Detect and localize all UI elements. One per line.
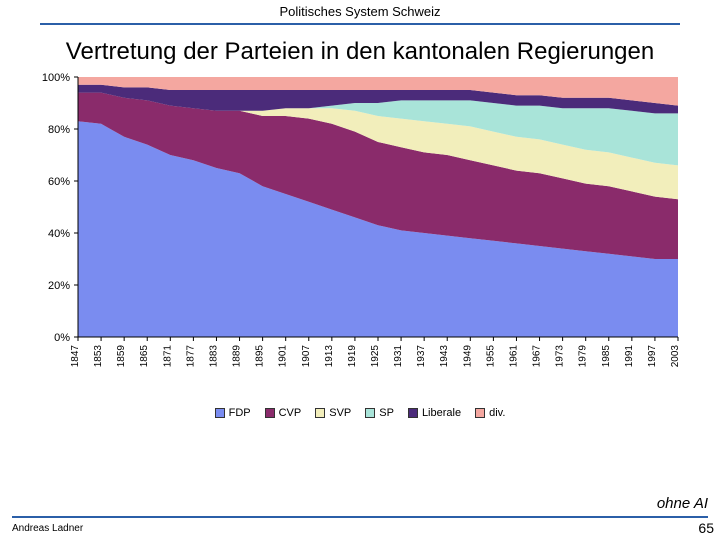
x-tick-label: 1955 [485,345,496,368]
legend-item-cvp: CVP [265,407,302,419]
x-tick-label: 1949 [462,345,473,368]
y-tick-label: 60% [48,176,70,188]
x-tick-label: 2003 [670,345,681,368]
legend-label: FDP [229,407,251,419]
y-tick-label: 20% [48,280,70,292]
x-tick-label: 1967 [532,345,543,368]
stacked-area-chart: 0% 20% 40% 60% 80% 100% 1847 1853 1859 1865 1871 18… [30,73,690,419]
legend-label: SVP [329,407,351,419]
legend-item-div.: div. [475,407,505,419]
x-tick-label: 1847 [70,345,81,368]
x-tick-label: 1877 [185,345,196,368]
x-tick-label: 1979 [578,345,589,368]
legend-label: SP [379,407,394,419]
x-tick-label: 1919 [347,345,358,368]
x-tick-label: 1931 [393,345,404,368]
y-tick-label: 0% [54,332,70,344]
x-tick-label: 1961 [508,345,519,368]
page-title: Vertretung der Parteien in den kantonale… [30,37,690,67]
footer-rule [12,516,708,518]
x-tick-label: 1889 [232,345,243,368]
legend-item-liberale: Liberale [408,407,461,419]
y-tick-label: 40% [48,228,70,240]
legend-item-fdp: FDP [215,407,251,419]
x-tick-label: 1895 [255,345,266,368]
legend-item-svp: SVP [315,407,351,419]
legend-swatch [408,408,418,418]
footer-note: ohne AI [657,495,708,512]
x-tick-label: 1871 [162,345,173,368]
legend-label: Liberale [422,407,461,419]
legend-swatch [365,408,375,418]
legend-swatch [215,408,225,418]
x-tick-label: 1853 [93,345,104,368]
legend-label: CVP [279,407,302,419]
header-rule [40,23,680,25]
x-tick-label: 1991 [624,345,635,368]
x-tick-label: 1973 [555,345,566,368]
footer-author: Andreas Ladner [12,523,83,534]
chart-legend: FDP CVP SVP SP Liberale div. [30,407,690,419]
chart-svg: 0% 20% 40% 60% 80% 100% 1847 1853 1859 1865 1871 18… [30,73,690,403]
x-tick-label: 1985 [601,345,612,368]
x-tick-label: 1913 [324,345,335,368]
legend-label: div. [489,407,505,419]
x-tick-label: 1997 [647,345,658,368]
x-tick-label: 1901 [278,345,289,368]
y-tick-label: 100% [42,73,70,84]
legend-swatch [265,408,275,418]
x-tick-label: 1925 [370,345,381,368]
header-label: Politisches System Schweiz [0,0,720,19]
x-tick-label: 1937 [416,345,427,368]
page-number: 65 [698,520,714,536]
legend-item-sp: SP [365,407,394,419]
y-tick-label: 80% [48,124,70,136]
x-tick-label: 1865 [139,345,150,368]
x-tick-label: 1943 [439,345,450,368]
legend-swatch [475,408,485,418]
x-tick-label: 1859 [116,345,127,368]
legend-swatch [315,408,325,418]
x-tick-label: 1883 [208,345,219,368]
x-tick-label: 1907 [301,345,312,368]
